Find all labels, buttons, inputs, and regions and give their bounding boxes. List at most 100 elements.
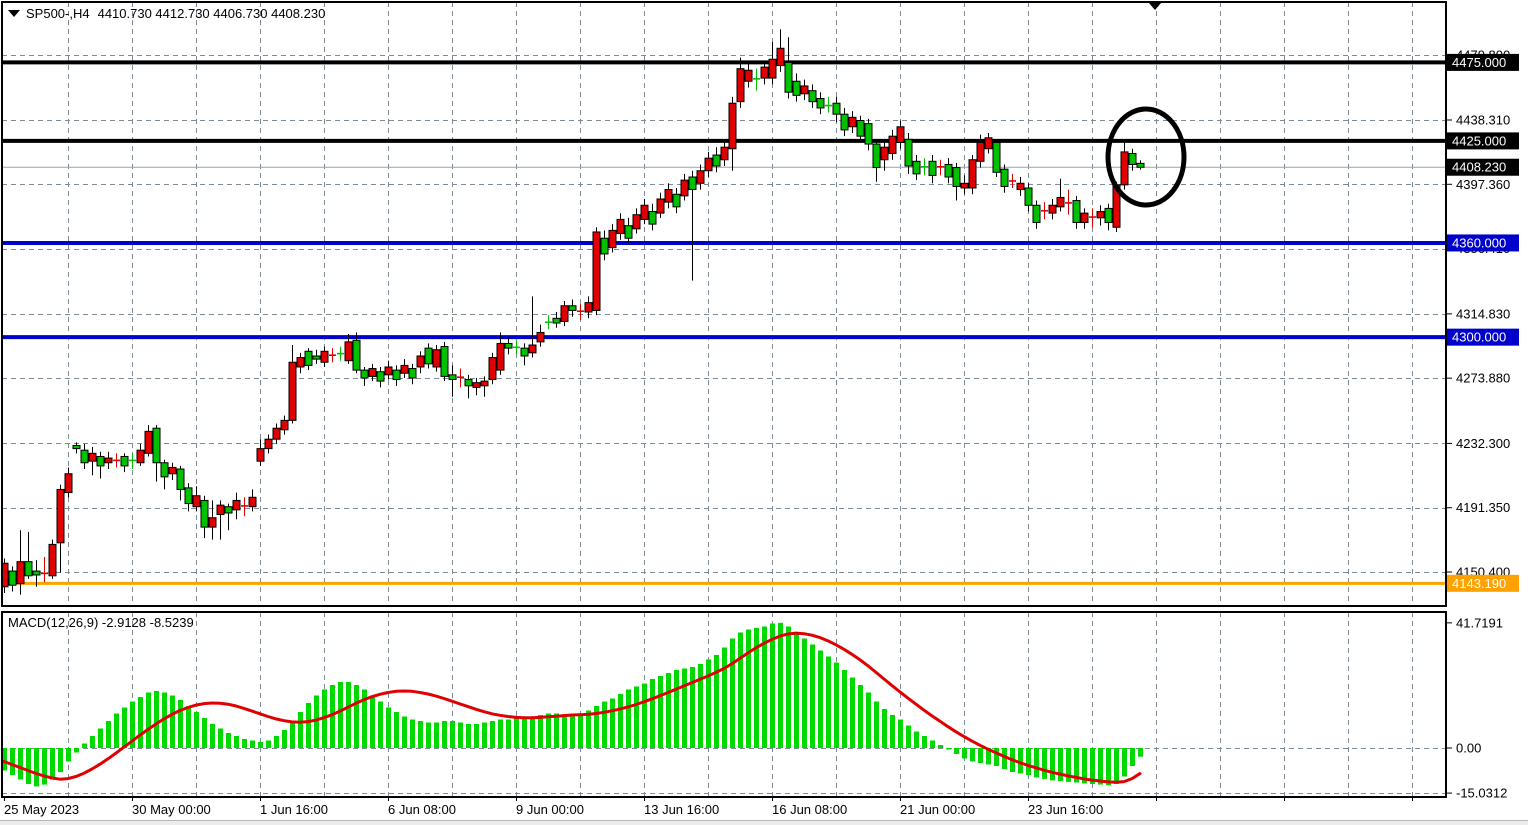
macd-histogram-bar (930, 740, 935, 748)
candle-body (656, 198, 665, 214)
candle-body (8, 570, 17, 586)
price-pane[interactable] (2, 2, 1446, 606)
candle (800, 79, 809, 101)
candle (504, 337, 513, 355)
macd-histogram-bar (634, 686, 639, 748)
macd-histogram-bar (378, 701, 383, 748)
price-pane-border (1, 1, 1447, 607)
macd-histogram-bar (26, 748, 31, 784)
candle-body (520, 347, 529, 357)
macd-histogram-bar (1058, 748, 1063, 781)
macd-histogram-bar (306, 703, 311, 748)
candle-body (560, 305, 569, 322)
candle (600, 230, 609, 261)
macd-histogram-bar (194, 712, 199, 748)
candle-body (1016, 182, 1025, 191)
candle-body (912, 160, 921, 175)
candle-body (568, 305, 577, 311)
candle-body (832, 102, 841, 115)
candle-body (184, 487, 193, 505)
candle (1080, 208, 1089, 229)
candle-body (728, 102, 737, 150)
time-axis[interactable]: 25 May 2023 30 May 00:00 1 Jun 16:00 6 Jun … (4, 797, 1413, 817)
candle (1089, 208, 1096, 228)
macd-histogram-bar (202, 718, 207, 748)
chart-shift-marker-icon[interactable] (1149, 3, 1161, 10)
candle (272, 423, 281, 444)
candle-body (608, 229, 617, 249)
candle-body (424, 347, 433, 365)
candle-body (640, 204, 649, 220)
candle (120, 453, 129, 473)
candle (144, 425, 153, 457)
candle (344, 334, 353, 364)
candle (928, 155, 937, 184)
candle (1104, 203, 1113, 231)
candle-body (696, 170, 705, 184)
candle-body (552, 317, 561, 324)
candle (760, 60, 769, 85)
candle-body (272, 427, 281, 440)
macd-histogram-bar (458, 722, 463, 748)
macd-histogram-bar (586, 710, 591, 748)
macd-histogram-bar (914, 731, 919, 748)
candle (472, 377, 481, 396)
candle (200, 495, 209, 539)
candle (488, 352, 497, 385)
macd-histogram-bar (690, 667, 695, 748)
candle (937, 159, 944, 176)
time-tick-label: 30 May 00:00 (132, 802, 211, 817)
candle (584, 296, 593, 319)
macd-histogram-bar (1074, 748, 1079, 783)
macd-histogram-bar (466, 724, 471, 748)
candle-body (432, 349, 441, 368)
macd-histogram-bar (234, 736, 239, 748)
macd-histogram-bar (682, 668, 687, 748)
candle-body (224, 506, 233, 514)
time-tick-label: 6 Jun 08:00 (388, 802, 456, 817)
macd-tick-label: 41.7191 (1456, 615, 1503, 630)
candle (864, 118, 873, 151)
candle (113, 453, 120, 468)
macd-histogram-bar (770, 623, 775, 748)
macd-histogram-bar (1106, 748, 1111, 786)
candle-body (928, 160, 937, 176)
candle-body (712, 154, 721, 167)
candle (1009, 173, 1016, 188)
candle-body (168, 466, 177, 475)
ohlc-values-label: 4410.730 4412.730 4406.730 4408.230 (97, 6, 326, 21)
candle (568, 299, 577, 317)
macd-histogram-bar (882, 709, 887, 748)
macd-histogram-bar (282, 730, 287, 748)
macd-histogram-bar (474, 724, 479, 748)
candle (184, 483, 193, 512)
candle (952, 162, 961, 201)
macd-histogram-bar (90, 736, 95, 748)
candle-body (840, 113, 849, 131)
candle-body (536, 331, 545, 343)
macd-histogram-bar (1138, 748, 1143, 757)
candle (176, 465, 185, 501)
macd-histogram-bar (298, 712, 303, 748)
time-tick-label: 25 May 2023 (4, 802, 79, 817)
candle-body (24, 561, 33, 577)
price-badge-label: 4143.190 (1452, 576, 1506, 591)
candle (832, 96, 841, 123)
candle-body (152, 427, 161, 464)
price-badge-bg (1447, 53, 1519, 71)
highlight-ellipse-annotation[interactable] (1105, 106, 1187, 208)
price-axis[interactable]: 4479.8004438.3104397.3604356.4104314.830… (1446, 47, 1519, 801)
candle (880, 140, 889, 171)
macd-indicator-label: MACD(12,26,9) -2.9128 -8.5239 (8, 615, 194, 630)
candle-body (616, 218, 625, 235)
candle-body (672, 193, 681, 208)
candle (232, 492, 241, 520)
candle (288, 344, 297, 424)
macd-histogram-bar (258, 742, 263, 748)
macd-histogram-bar (530, 716, 535, 748)
candle (496, 332, 505, 375)
symbol-dropdown-triangle-icon[interactable] (8, 10, 20, 17)
candle-body (392, 369, 401, 381)
candle (856, 115, 865, 143)
